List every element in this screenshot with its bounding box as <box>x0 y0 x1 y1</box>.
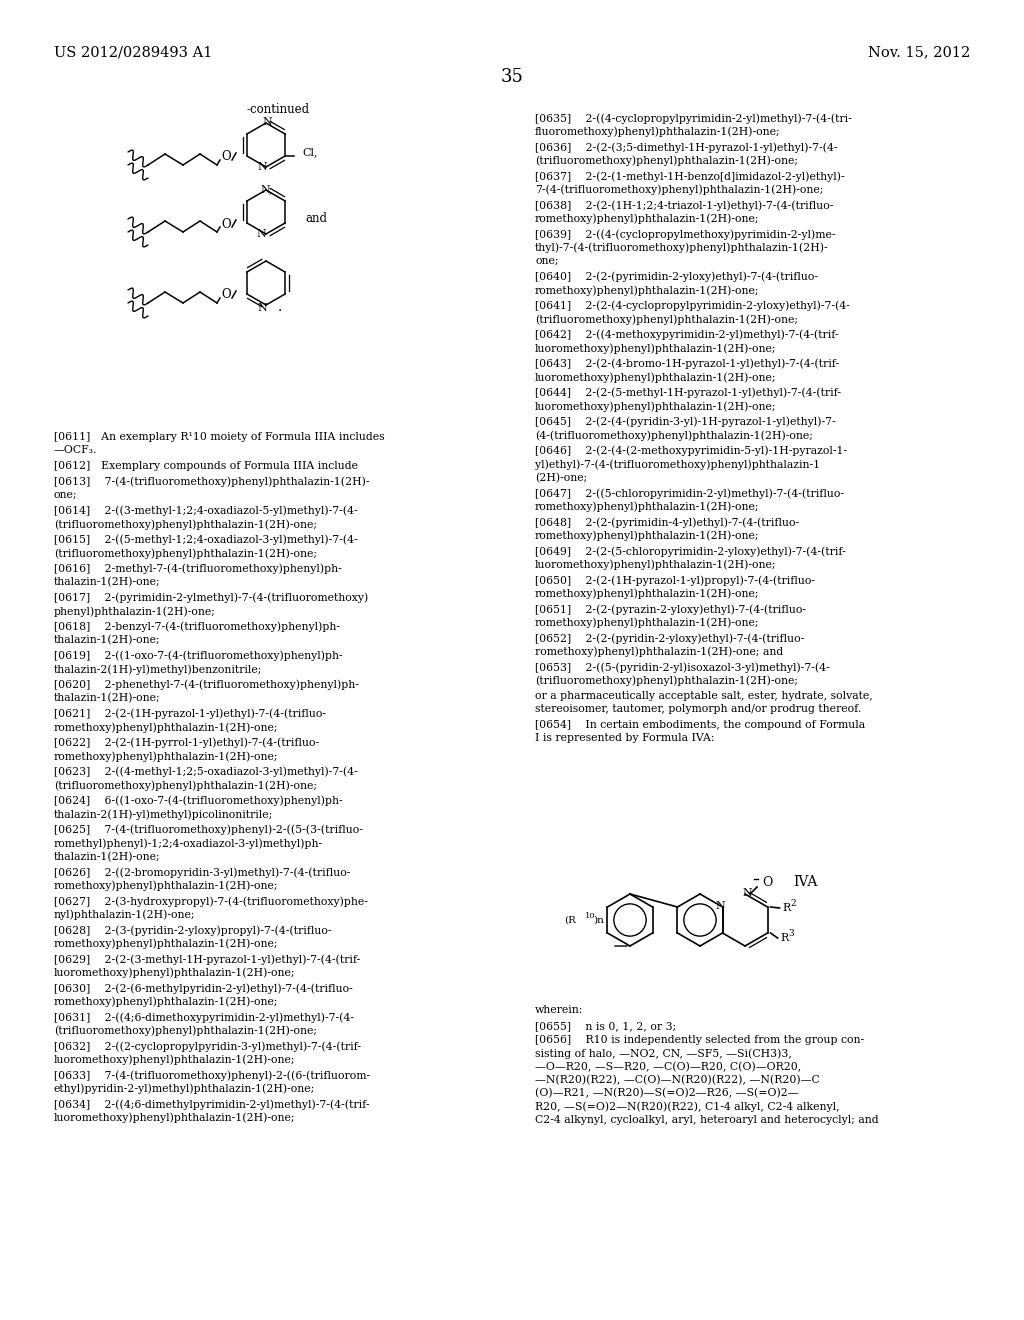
Text: [0646]  2-(2-(4-(2-methoxypyrimidin-5-yl)-1H-pyrazol-1-
yl)ethyl)-7-(4-(trifluor: [0646] 2-(2-(4-(2-methoxypyrimidin-5-yl)… <box>535 446 847 483</box>
Text: [0623]  2-((4-methyl-1;2;5-oxadiazol-3-yl)methyl)-7-(4-
(trifluoromethoxy)phenyl: [0623] 2-((4-methyl-1;2;5-oxadiazol-3-yl… <box>54 767 357 791</box>
Text: [0650]  2-(2-(1H-pyrazol-1-yl)propyl)-7-(4-(trifluo-
romethoxy)phenyl)phthalazin: [0650] 2-(2-(1H-pyrazol-1-yl)propyl)-7-(… <box>535 576 815 599</box>
Text: [0655]  n is 0, 1, 2, or 3;: [0655] n is 0, 1, 2, or 3; <box>535 1020 676 1031</box>
Text: -continued: -continued <box>247 103 309 116</box>
Text: 35: 35 <box>501 69 523 86</box>
Text: [0642]  2-((4-methoxypyrimidin-2-yl)methyl)-7-(4-(trif-
luoromethoxy)phenyl)phth: [0642] 2-((4-methoxypyrimidin-2-yl)methy… <box>535 330 839 354</box>
Text: [0654]  In certain embodiments, the compound of Formula
I is represented by Form: [0654] In certain embodiments, the compo… <box>535 719 865 743</box>
Text: (R: (R <box>564 916 575 924</box>
Text: R: R <box>782 903 791 913</box>
Text: [0626]  2-((2-bromopyridin-3-yl)methyl)-7-(4-(trifluo-
romethoxy)phenyl)phthalaz: [0626] 2-((2-bromopyridin-3-yl)methyl)-7… <box>54 867 350 891</box>
Text: [0615]  2-((5-methyl-1;2;4-oxadiazol-3-yl)methyl)-7-(4-
(trifluoromethoxy)phenyl: [0615] 2-((5-methyl-1;2;4-oxadiazol-3-yl… <box>54 535 357 558</box>
Text: wherein:: wherein: <box>535 1005 584 1015</box>
Text: [0643]  2-(2-(4-bromo-1H-pyrazol-1-yl)ethyl)-7-(4-(trif-
luoromethoxy)phenyl)pht: [0643] 2-(2-(4-bromo-1H-pyrazol-1-yl)eth… <box>535 359 839 383</box>
Text: IVA: IVA <box>793 875 817 888</box>
Text: O: O <box>221 218 230 231</box>
Text: [0639]  2-((4-(cyclopropylmethoxy)pyrimidin-2-yl)me-
thyl)-7-(4-(trifluoromethox: [0639] 2-((4-(cyclopropylmethoxy)pyrimid… <box>535 228 836 265</box>
Text: [0649]  2-(2-(5-chloropyrimidin-2-yloxy)ethyl)-7-(4-(trif-
luoromethoxy)phenyl)p: [0649] 2-(2-(5-chloropyrimidin-2-yloxy)e… <box>535 546 846 570</box>
Text: US 2012/0289493 A1: US 2012/0289493 A1 <box>54 45 212 59</box>
Text: [0614]  2-((3-methyl-1;2;4-oxadiazol-5-yl)methyl)-7-(4-
(trifluoromethoxy)phenyl: [0614] 2-((3-methyl-1;2;4-oxadiazol-5-yl… <box>54 506 357 529</box>
Text: 3: 3 <box>788 929 795 939</box>
Text: [0651]  2-(2-(pyrazin-2-yloxy)ethyl)-7-(4-(trifluo-
romethoxy)phenyl)phthalazin-: [0651] 2-(2-(pyrazin-2-yloxy)ethyl)-7-(4… <box>535 605 806 628</box>
Text: [0656]  R10 is independently selected from the group con-
sisting of halo, —NO2,: [0656] R10 is independently selected fro… <box>535 1035 879 1125</box>
Text: [0630]  2-(2-(6-methylpyridin-2-yl)ethyl)-7-(4-(trifluo-
romethoxy)phenyl)phthal: [0630] 2-(2-(6-methylpyridin-2-yl)ethyl)… <box>54 983 352 1007</box>
Text: N: N <box>257 304 267 313</box>
Text: O: O <box>221 150 230 164</box>
Text: 2: 2 <box>791 899 797 908</box>
Text: N: N <box>257 162 267 172</box>
Text: R: R <box>780 933 788 942</box>
Text: [0638]  2-(2-(1H-1;2;4-triazol-1-yl)ethyl)-7-(4-(trifluo-
romethoxy)phenyl)phtha: [0638] 2-(2-(1H-1;2;4-triazol-1-yl)ethyl… <box>535 201 834 224</box>
Text: [0652]  2-(2-(pyridin-2-yloxy)ethyl)-7-(4-(trifluo-
romethoxy)phenyl)phthalazin-: [0652] 2-(2-(pyridin-2-yloxy)ethyl)-7-(4… <box>535 634 804 657</box>
Text: [0640]  2-(2-(pyrimidin-2-yloxy)ethyl)-7-(4-(trifluo-
romethoxy)phenyl)phthalazi: [0640] 2-(2-(pyrimidin-2-yloxy)ethyl)-7-… <box>535 272 818 296</box>
Text: [0635]  2-((4-cyclopropylpyrimidin-2-yl)methyl)-7-(4-(tri-
fluoromethoxy)phenyl): [0635] 2-((4-cyclopropylpyrimidin-2-yl)m… <box>535 114 852 137</box>
Text: O: O <box>762 875 772 888</box>
Text: [0611] An exemplary R¹10 moiety of Formula IIIA includes
—OCF₃.: [0611] An exemplary R¹10 moiety of Formu… <box>54 432 385 455</box>
Text: [0613]  7-(4-(trifluoromethoxy)phenyl)phthalazin-1(2H)-
one;: [0613] 7-(4-(trifluoromethoxy)phenyl)pht… <box>54 477 370 500</box>
Text: [0618]  2-benzyl-7-(4-(trifluoromethoxy)phenyl)ph-
thalazin-1(2H)-one;: [0618] 2-benzyl-7-(4-(trifluoromethoxy)p… <box>54 622 340 645</box>
Text: [0644]  2-(2-(5-methyl-1H-pyrazol-1-yl)ethyl)-7-(4-(trif-
luoromethoxy)phenyl)ph: [0644] 2-(2-(5-methyl-1H-pyrazol-1-yl)et… <box>535 388 841 412</box>
Text: [0625]  7-(4-(trifluoromethoxy)phenyl)-2-((5-(3-(trifluo-
romethyl)phenyl)-1;2;4: [0625] 7-(4-(trifluoromethoxy)phenyl)-2-… <box>54 825 362 862</box>
Text: and: and <box>305 211 327 224</box>
Text: [0616]  2-methyl-7-(4-(trifluoromethoxy)phenyl)ph-
thalazin-1(2H)-one;: [0616] 2-methyl-7-(4-(trifluoromethoxy)p… <box>54 564 342 587</box>
Text: [0637]  2-(2-(1-methyl-1H-benzo[d]imidazol-2-yl)ethyl)-
7-(4-(trifluoromethoxy)p: [0637] 2-(2-(1-methyl-1H-benzo[d]imidazo… <box>535 172 845 195</box>
Text: [0612] Exemplary compounds of Formula IIIA include: [0612] Exemplary compounds of Formula II… <box>54 461 358 471</box>
Text: Cl,: Cl, <box>302 147 317 157</box>
Text: [0622]  2-(2-(1H-pyrrol-1-yl)ethyl)-7-(4-(trifluo-
romethoxy)phenyl)phthalazin-1: [0622] 2-(2-(1H-pyrrol-1-yl)ethyl)-7-(4-… <box>54 738 319 762</box>
Text: [0636]  2-(2-(3;5-dimethyl-1H-pyrazol-1-yl)ethyl)-7-(4-
(trifluoromethoxy)phenyl: [0636] 2-(2-(3;5-dimethyl-1H-pyrazol-1-y… <box>535 143 838 166</box>
Text: N: N <box>742 888 752 898</box>
Text: [0624]  6-((1-oxo-7-(4-(trifluoromethoxy)phenyl)ph-
thalazin-2(1H)-yl)methyl)pic: [0624] 6-((1-oxo-7-(4-(trifluoromethoxy)… <box>54 796 343 820</box>
Text: [0648]  2-(2-(pyrimidin-4-yl)ethyl)-7-(4-(trifluo-
romethoxy)phenyl)phthalazin-1: [0648] 2-(2-(pyrimidin-4-yl)ethyl)-7-(4-… <box>535 517 799 541</box>
Text: [0647]  2-((5-chloropyrimidin-2-yl)methyl)-7-(4-(trifluo-
romethoxy)phenyl)phtha: [0647] 2-((5-chloropyrimidin-2-yl)methyl… <box>535 488 844 512</box>
Text: [0633]  7-(4-(trifluoromethoxy)phenyl)-2-((6-(trifluorom-
ethyl)pyridin-2-yl)met: [0633] 7-(4-(trifluoromethoxy)phenyl)-2-… <box>54 1071 370 1094</box>
Text: [0634]  2-((4;6-dimethylpyrimidin-2-yl)methyl)-7-(4-(trif-
luoromethoxy)phenyl)p: [0634] 2-((4;6-dimethylpyrimidin-2-yl)me… <box>54 1100 370 1123</box>
Text: .: . <box>278 300 283 314</box>
Text: or a pharmaceutically acceptable salt, ester, hydrate, solvate,
stereoisomer, ta: or a pharmaceutically acceptable salt, e… <box>535 690 872 714</box>
Text: N,: N, <box>261 183 273 194</box>
Text: [0645]  2-(2-(4-(pyridin-3-yl)-1H-pyrazol-1-yl)ethyl)-7-
(4-(trifluoromethoxy)ph: [0645] 2-(2-(4-(pyridin-3-yl)-1H-pyrazol… <box>535 417 836 441</box>
Text: Nov. 15, 2012: Nov. 15, 2012 <box>867 45 970 59</box>
Text: )n: )n <box>594 916 604 924</box>
Text: [0653]  2-((5-(pyridin-2-yl)isoxazol-3-yl)methyl)-7-(4-
(trifluoromethoxy)phenyl: [0653] 2-((5-(pyridin-2-yl)isoxazol-3-yl… <box>535 663 829 686</box>
Text: [0628]  2-(3-(pyridin-2-yloxy)propyl)-7-(4-(trifluo-
romethoxy)phenyl)phthalazin: [0628] 2-(3-(pyridin-2-yloxy)propyl)-7-(… <box>54 925 332 949</box>
Text: [0617]  2-(pyrimidin-2-ylmethyl)-7-(4-(trifluoromethoxy)
phenyl)phthalazin-1(2H): [0617] 2-(pyrimidin-2-ylmethyl)-7-(4-(tr… <box>54 593 369 616</box>
Text: N: N <box>256 228 266 239</box>
Text: [0631]  2-((4;6-dimethoxypyrimidin-2-yl)methyl)-7-(4-
(trifluoromethoxy)phenyl)p: [0631] 2-((4;6-dimethoxypyrimidin-2-yl)m… <box>54 1012 354 1036</box>
Text: N: N <box>716 902 725 911</box>
Text: O: O <box>221 289 230 301</box>
Text: [0619]  2-((1-oxo-7-(4-(trifluoromethoxy)phenyl)ph-
thalazin-2(1H)-yl)methyl)ben: [0619] 2-((1-oxo-7-(4-(trifluoromethoxy)… <box>54 651 343 675</box>
Text: [0621]  2-(2-(1H-pyrazol-1-yl)ethyl)-7-(4-(trifluo-
romethoxy)phenyl)phthalazin-: [0621] 2-(2-(1H-pyrazol-1-yl)ethyl)-7-(4… <box>54 709 326 733</box>
Text: [0627]  2-(3-hydroxypropyl)-7-(4-(trifluoromethoxy)phe-
nyl)phthalazin-1(2H)-one: [0627] 2-(3-hydroxypropyl)-7-(4-(trifluo… <box>54 896 368 920</box>
Text: [0641]  2-(2-(4-cyclopropylpyrimidin-2-yloxy)ethyl)-7-(4-
(trifluoromethoxy)phen: [0641] 2-(2-(4-cyclopropylpyrimidin-2-yl… <box>535 301 850 325</box>
Text: [0632]  2-((2-cyclopropylpyridin-3-yl)methyl)-7-(4-(trif-
luoromethoxy)phenyl)ph: [0632] 2-((2-cyclopropylpyridin-3-yl)met… <box>54 1041 361 1065</box>
Text: [0620]  2-phenethyl-7-(4-(trifluoromethoxy)phenyl)ph-
thalazin-1(2H)-one;: [0620] 2-phenethyl-7-(4-(trifluoromethox… <box>54 680 358 704</box>
Text: N: N <box>262 117 272 127</box>
Text: [0629]  2-(2-(3-methyl-1H-pyrazol-1-yl)ethyl)-7-(4-(trif-
luoromethoxy)phenyl)ph: [0629] 2-(2-(3-methyl-1H-pyrazol-1-yl)et… <box>54 954 360 978</box>
Text: 10: 10 <box>585 912 595 920</box>
